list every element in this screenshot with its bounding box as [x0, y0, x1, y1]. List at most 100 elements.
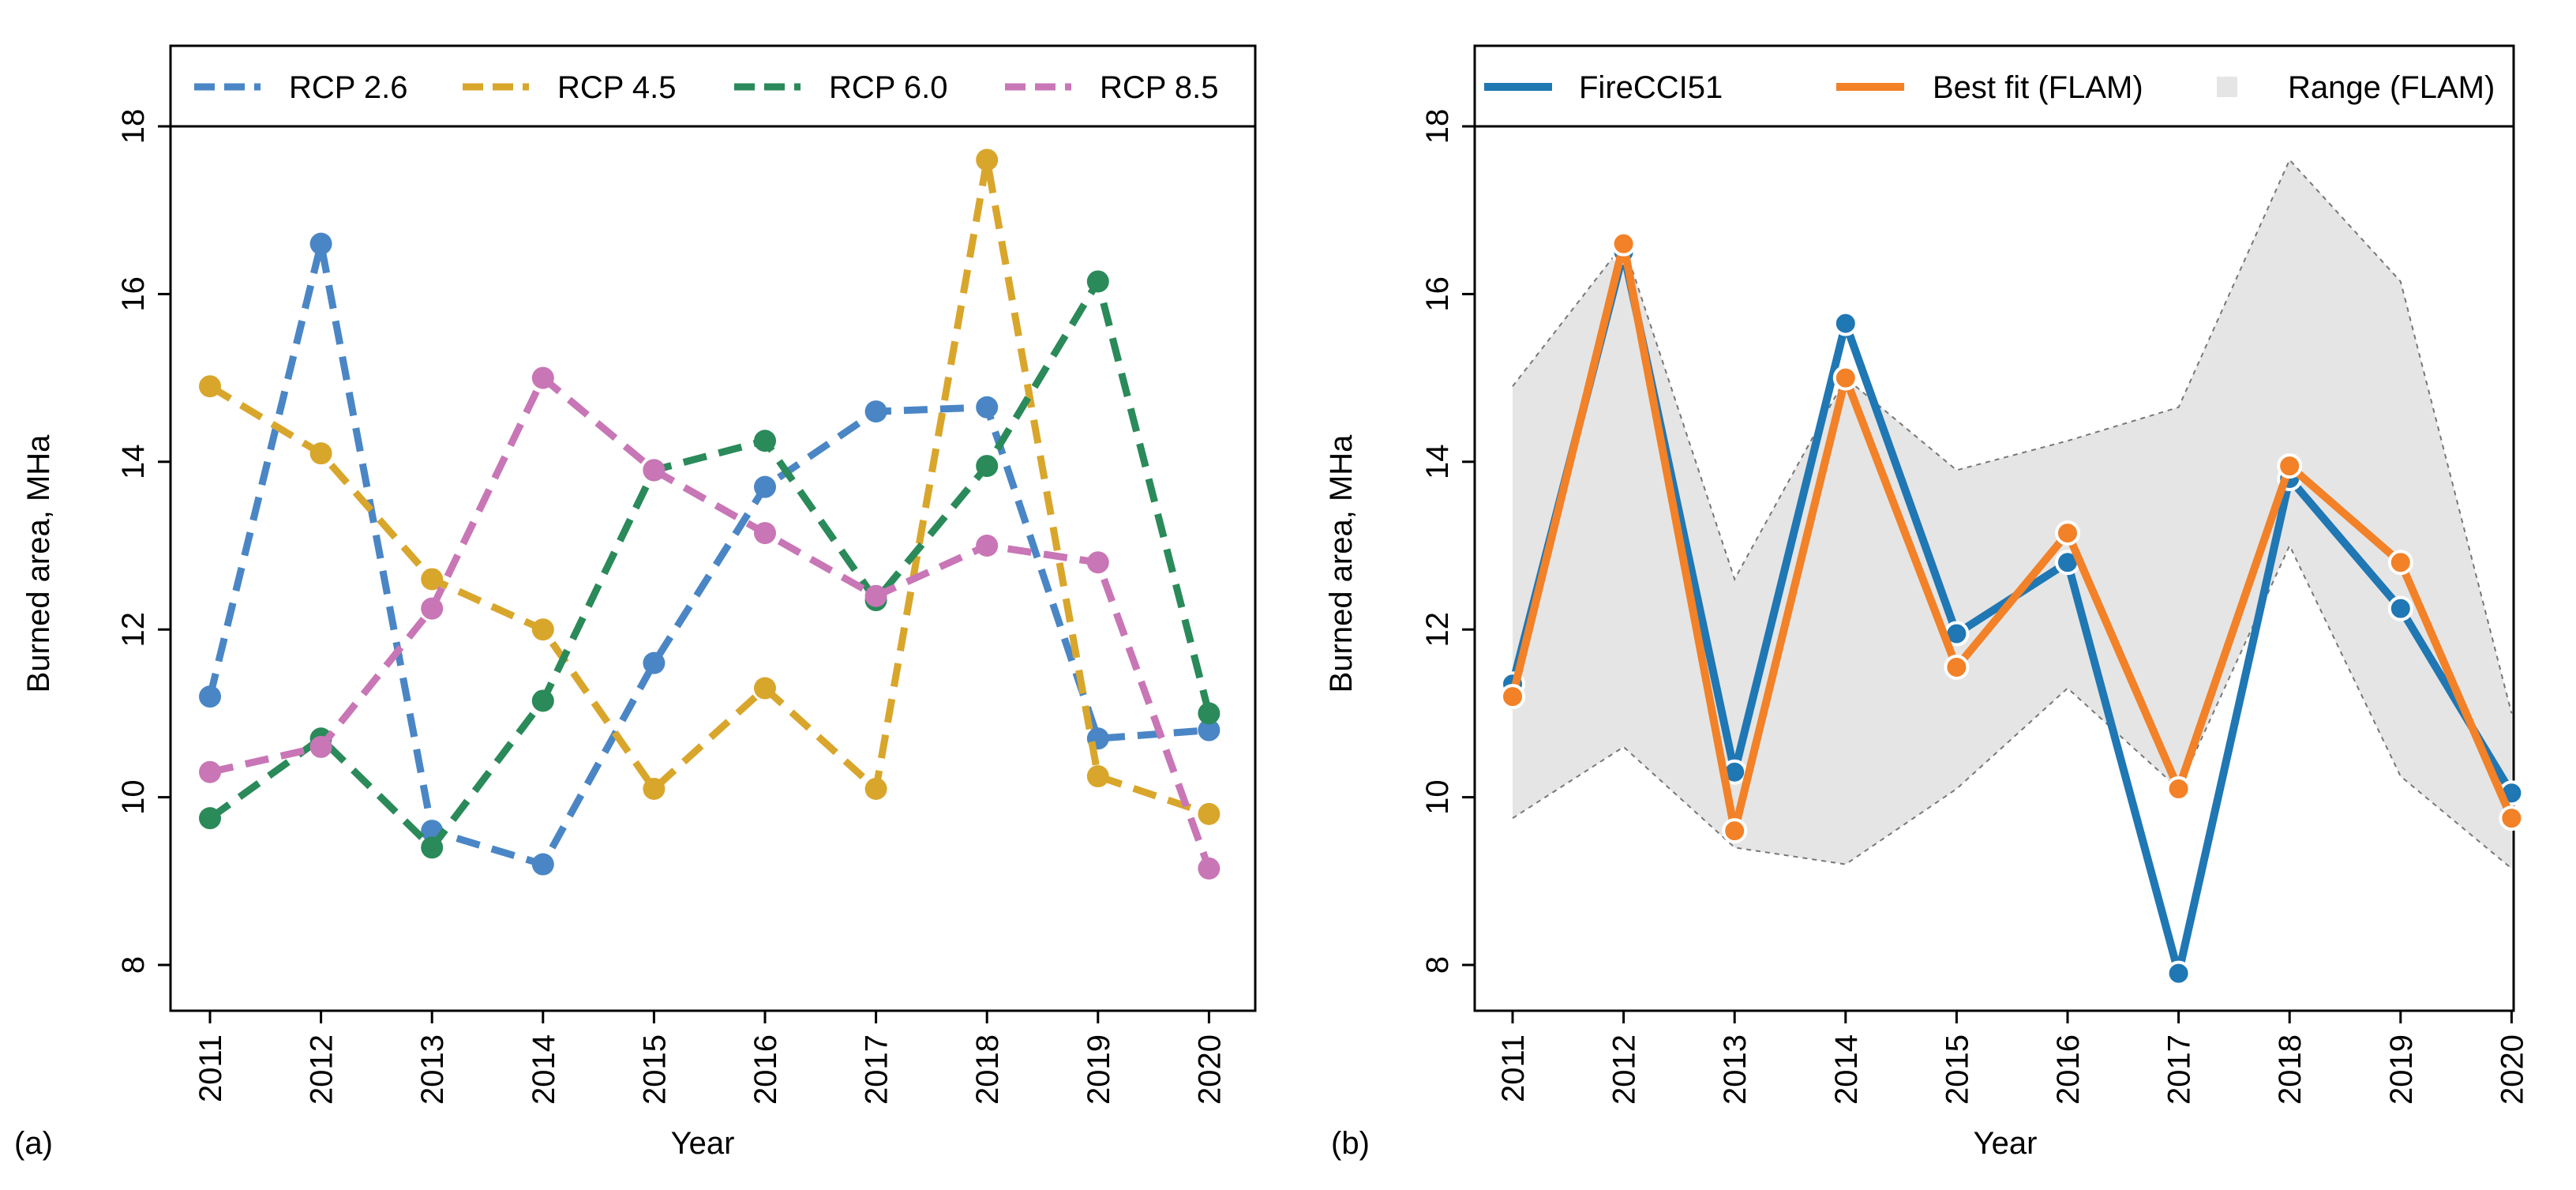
data-point-best-fit-flam [2277, 453, 2303, 479]
series-line-rcp-8-5 [209, 374, 1213, 870]
data-point-rcp-8-5 [1198, 857, 1221, 880]
series-line-rcp-6-0 [208, 277, 1213, 851]
data-point-rcp-2-6 [754, 475, 776, 498]
data-point-rcp-4-5 [421, 568, 444, 591]
y-tick-label: 18 [1420, 109, 1455, 145]
panel-a: 8 10 12 14 16 18 2011 2012 2013 2014 2015 2016 2017… [14, 44, 1257, 1161]
y-axis-title: Burned area, MHa [21, 434, 56, 693]
x-tick-label: 2013 [415, 1034, 450, 1105]
x-axis: 2011 2012 2013 2014 2015 2016 2017 2018 2019 2020 [1496, 1011, 2529, 1105]
legend-label-rcp60: RCP 6.0 [829, 70, 947, 105]
data-point-rcp-2-6 [976, 396, 999, 419]
data-point-firecci51 [2387, 595, 2413, 621]
data-point-rcp-8-5 [864, 584, 887, 607]
legend-swatch-range [2217, 77, 2237, 97]
x-tick-label: 2014 [527, 1034, 561, 1105]
legend: RCP 2.6 RCP 4.5 RCP 6.0 RCP 8.5 [169, 44, 1257, 128]
legend-label-rcp45: RCP 4.5 [557, 70, 676, 105]
x-tick-label: 2020 [1192, 1034, 1227, 1105]
x-tick-label: 2015 [637, 1034, 672, 1105]
x-axis-title: Year [671, 1126, 735, 1161]
y-tick-label: 12 [1420, 612, 1455, 648]
x-axis-title: Year [1974, 1126, 2038, 1161]
x-tick-label: 2014 [1829, 1034, 1864, 1105]
series-line-rcp-2-6 [206, 240, 1209, 869]
series-group [1500, 231, 2525, 986]
x-tick-label: 2011 [193, 1034, 228, 1102]
data-point-firecci51 [2165, 960, 2192, 986]
data-point-rcp-6-0 [421, 836, 444, 859]
x-tick-label: 2013 [1718, 1034, 1753, 1105]
data-point-best-fit-flam [1722, 818, 1748, 844]
data-point-rcp-6-0 [1086, 270, 1109, 293]
x-tick-label: 2015 [1940, 1034, 1974, 1105]
data-point-rcp-6-0 [1198, 702, 1221, 725]
data-point-rcp-8-5 [531, 366, 554, 389]
data-point-rcp-4-5 [1198, 802, 1221, 825]
legend-label-rcp85: RCP 8.5 [1100, 70, 1218, 105]
x-tick-label: 2018 [970, 1034, 1005, 1105]
x-tick-label: 2011 [1496, 1034, 1531, 1102]
x-tick-label: 2017 [860, 1034, 894, 1105]
range-band-group [1512, 158, 2513, 869]
x-tick-label: 2016 [748, 1034, 783, 1105]
series-line-best-fit-flam [1509, 239, 2515, 835]
data-point-rcp-2-6 [309, 232, 332, 255]
legend-label-range: Range (FLAM) [2288, 70, 2495, 105]
y-tick-label: 12 [116, 612, 151, 648]
data-point-rcp-6-0 [531, 689, 554, 712]
data-point-firecci51 [1832, 310, 1858, 336]
y-tick-label: 8 [1420, 956, 1455, 974]
data-point-rcp-4-5 [1086, 765, 1109, 788]
y-axis: 8 10 12 14 16 18 [1420, 109, 1475, 974]
series-group [199, 148, 1221, 880]
y-tick-label: 16 [116, 276, 151, 312]
data-point-rcp-2-6 [864, 400, 887, 423]
panel-b: 8 10 12 14 16 18 2011 2012 2013 2014 2015 2016 2017… [1324, 44, 2529, 1161]
panel-label: (b) [1331, 1126, 1370, 1161]
x-tick-label: 2016 [2051, 1034, 2086, 1105]
data-point-rcp-2-6 [1198, 719, 1221, 741]
y-tick-label: 16 [1420, 276, 1455, 312]
data-point-rcp-4-5 [754, 677, 776, 700]
range-lower-line [1512, 543, 2513, 869]
data-point-rcp-4-5 [531, 618, 554, 641]
data-point-rcp-8-5 [754, 522, 776, 545]
data-point-best-fit-flam [1944, 654, 1970, 680]
data-point-best-fit-flam [2165, 775, 2192, 801]
data-point-best-fit-flam [1832, 365, 1858, 391]
panel-label: (a) [14, 1126, 53, 1161]
y-axis: 8 10 12 14 16 18 [116, 109, 171, 974]
series-line-rcp-4-5 [208, 156, 1210, 818]
data-point-rcp-4-5 [199, 375, 221, 398]
legend-box [1473, 44, 2515, 128]
data-point-rcp-4-5 [976, 148, 999, 171]
y-tick-label: 18 [116, 109, 151, 145]
x-tick-label: 2019 [2384, 1034, 2419, 1105]
y-tick-label: 14 [1420, 445, 1455, 480]
data-point-best-fit-flam [2387, 550, 2413, 576]
x-axis: 2011 2012 2013 2014 2015 2016 2017 2018 2019 2020 [193, 1011, 1227, 1105]
legend-label-rcp26: RCP 2.6 [289, 70, 407, 105]
data-point-rcp-2-6 [531, 853, 554, 876]
x-tick-label: 2017 [2162, 1034, 2197, 1105]
data-point-rcp-6-0 [976, 455, 999, 478]
data-point-rcp-8-5 [309, 735, 332, 758]
data-point-best-fit-flam [2499, 805, 2525, 831]
x-tick-label: 2012 [305, 1034, 339, 1105]
data-point-rcp-4-5 [643, 777, 666, 800]
legend: FireCCI51 Best fit (FLAM) Range (FLAM) [1473, 44, 2515, 128]
range-band [1513, 160, 2512, 869]
data-point-rcp-2-6 [199, 685, 221, 708]
data-point-rcp-8-5 [199, 760, 221, 783]
y-tick-label: 10 [116, 779, 151, 815]
x-tick-label: 2012 [1607, 1034, 1642, 1105]
x-tick-label: 2018 [2273, 1034, 2308, 1105]
data-point-rcp-4-5 [309, 442, 332, 465]
data-point-rcp-6-0 [754, 430, 776, 452]
y-tick-label: 14 [116, 445, 151, 480]
x-tick-label: 2020 [2495, 1034, 2529, 1105]
legend-box [169, 44, 1257, 128]
data-point-rcp-8-5 [643, 459, 666, 482]
